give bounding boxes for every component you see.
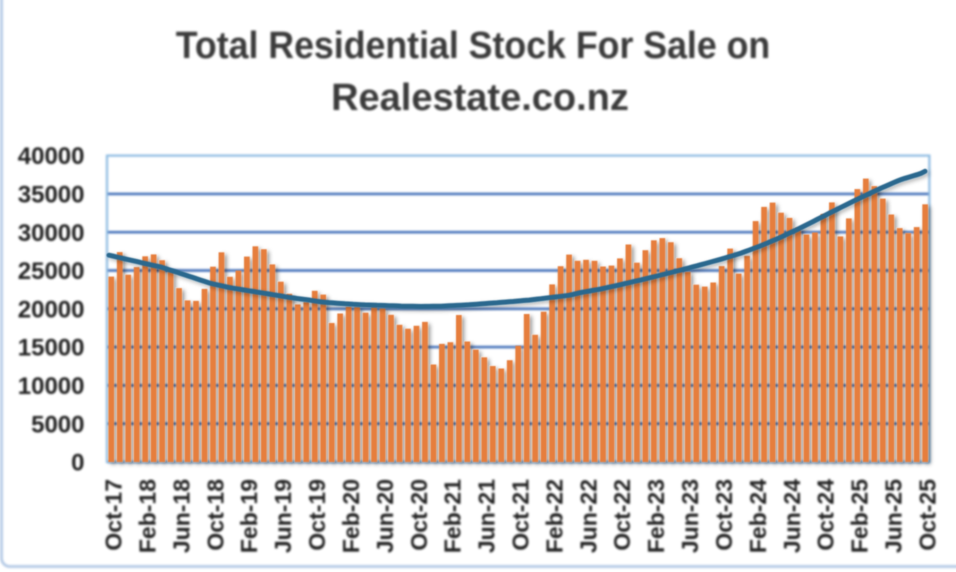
svg-text:20000: 20000: [18, 296, 85, 323]
svg-text:Feb-23: Feb-23: [643, 479, 669, 553]
svg-text:Oct-25: Oct-25: [915, 479, 941, 551]
svg-text:Oct-21: Oct-21: [508, 479, 534, 551]
svg-text:5000: 5000: [31, 411, 84, 438]
svg-text:Realestate.co.nz: Realestate.co.nz: [331, 77, 629, 119]
svg-text:Jun-21: Jun-21: [474, 479, 500, 553]
svg-text:10000: 10000: [18, 373, 85, 400]
svg-text:Oct-18: Oct-18: [202, 479, 228, 551]
svg-text:Jun-22: Jun-22: [575, 479, 601, 553]
svg-text:Jun-18: Jun-18: [168, 479, 194, 553]
svg-text:Jun-24: Jun-24: [779, 479, 805, 553]
svg-text:Jun-25: Jun-25: [881, 479, 907, 553]
svg-text:Jun-19: Jun-19: [270, 479, 296, 553]
svg-text:Oct-19: Oct-19: [304, 479, 330, 551]
svg-text:Jun-23: Jun-23: [677, 479, 703, 553]
svg-text:Oct-20: Oct-20: [406, 479, 432, 551]
svg-text:30000: 30000: [18, 220, 85, 247]
svg-text:Oct-24: Oct-24: [813, 479, 839, 551]
svg-text:Feb-19: Feb-19: [236, 479, 262, 553]
svg-text:Jun-20: Jun-20: [372, 479, 398, 553]
svg-text:Feb-18: Feb-18: [135, 479, 161, 553]
svg-text:Feb-21: Feb-21: [440, 479, 466, 553]
svg-text:Oct-22: Oct-22: [609, 479, 635, 551]
svg-text:Feb-20: Feb-20: [338, 479, 364, 553]
svg-text:25000: 25000: [18, 258, 85, 285]
svg-text:15000: 15000: [18, 335, 85, 362]
svg-text:35000: 35000: [18, 182, 85, 209]
svg-text:Feb-22: Feb-22: [541, 479, 567, 553]
svg-text:Feb-24: Feb-24: [745, 479, 771, 553]
svg-text:Feb-25: Feb-25: [847, 479, 873, 553]
svg-text:Total Residential Stock For Sa: Total Residential Stock For Sale on: [176, 24, 770, 66]
svg-text:Oct-23: Oct-23: [711, 479, 737, 551]
svg-text:40000: 40000: [18, 143, 85, 170]
svg-text:Oct-17: Oct-17: [101, 479, 127, 551]
svg-text:0: 0: [71, 450, 84, 477]
